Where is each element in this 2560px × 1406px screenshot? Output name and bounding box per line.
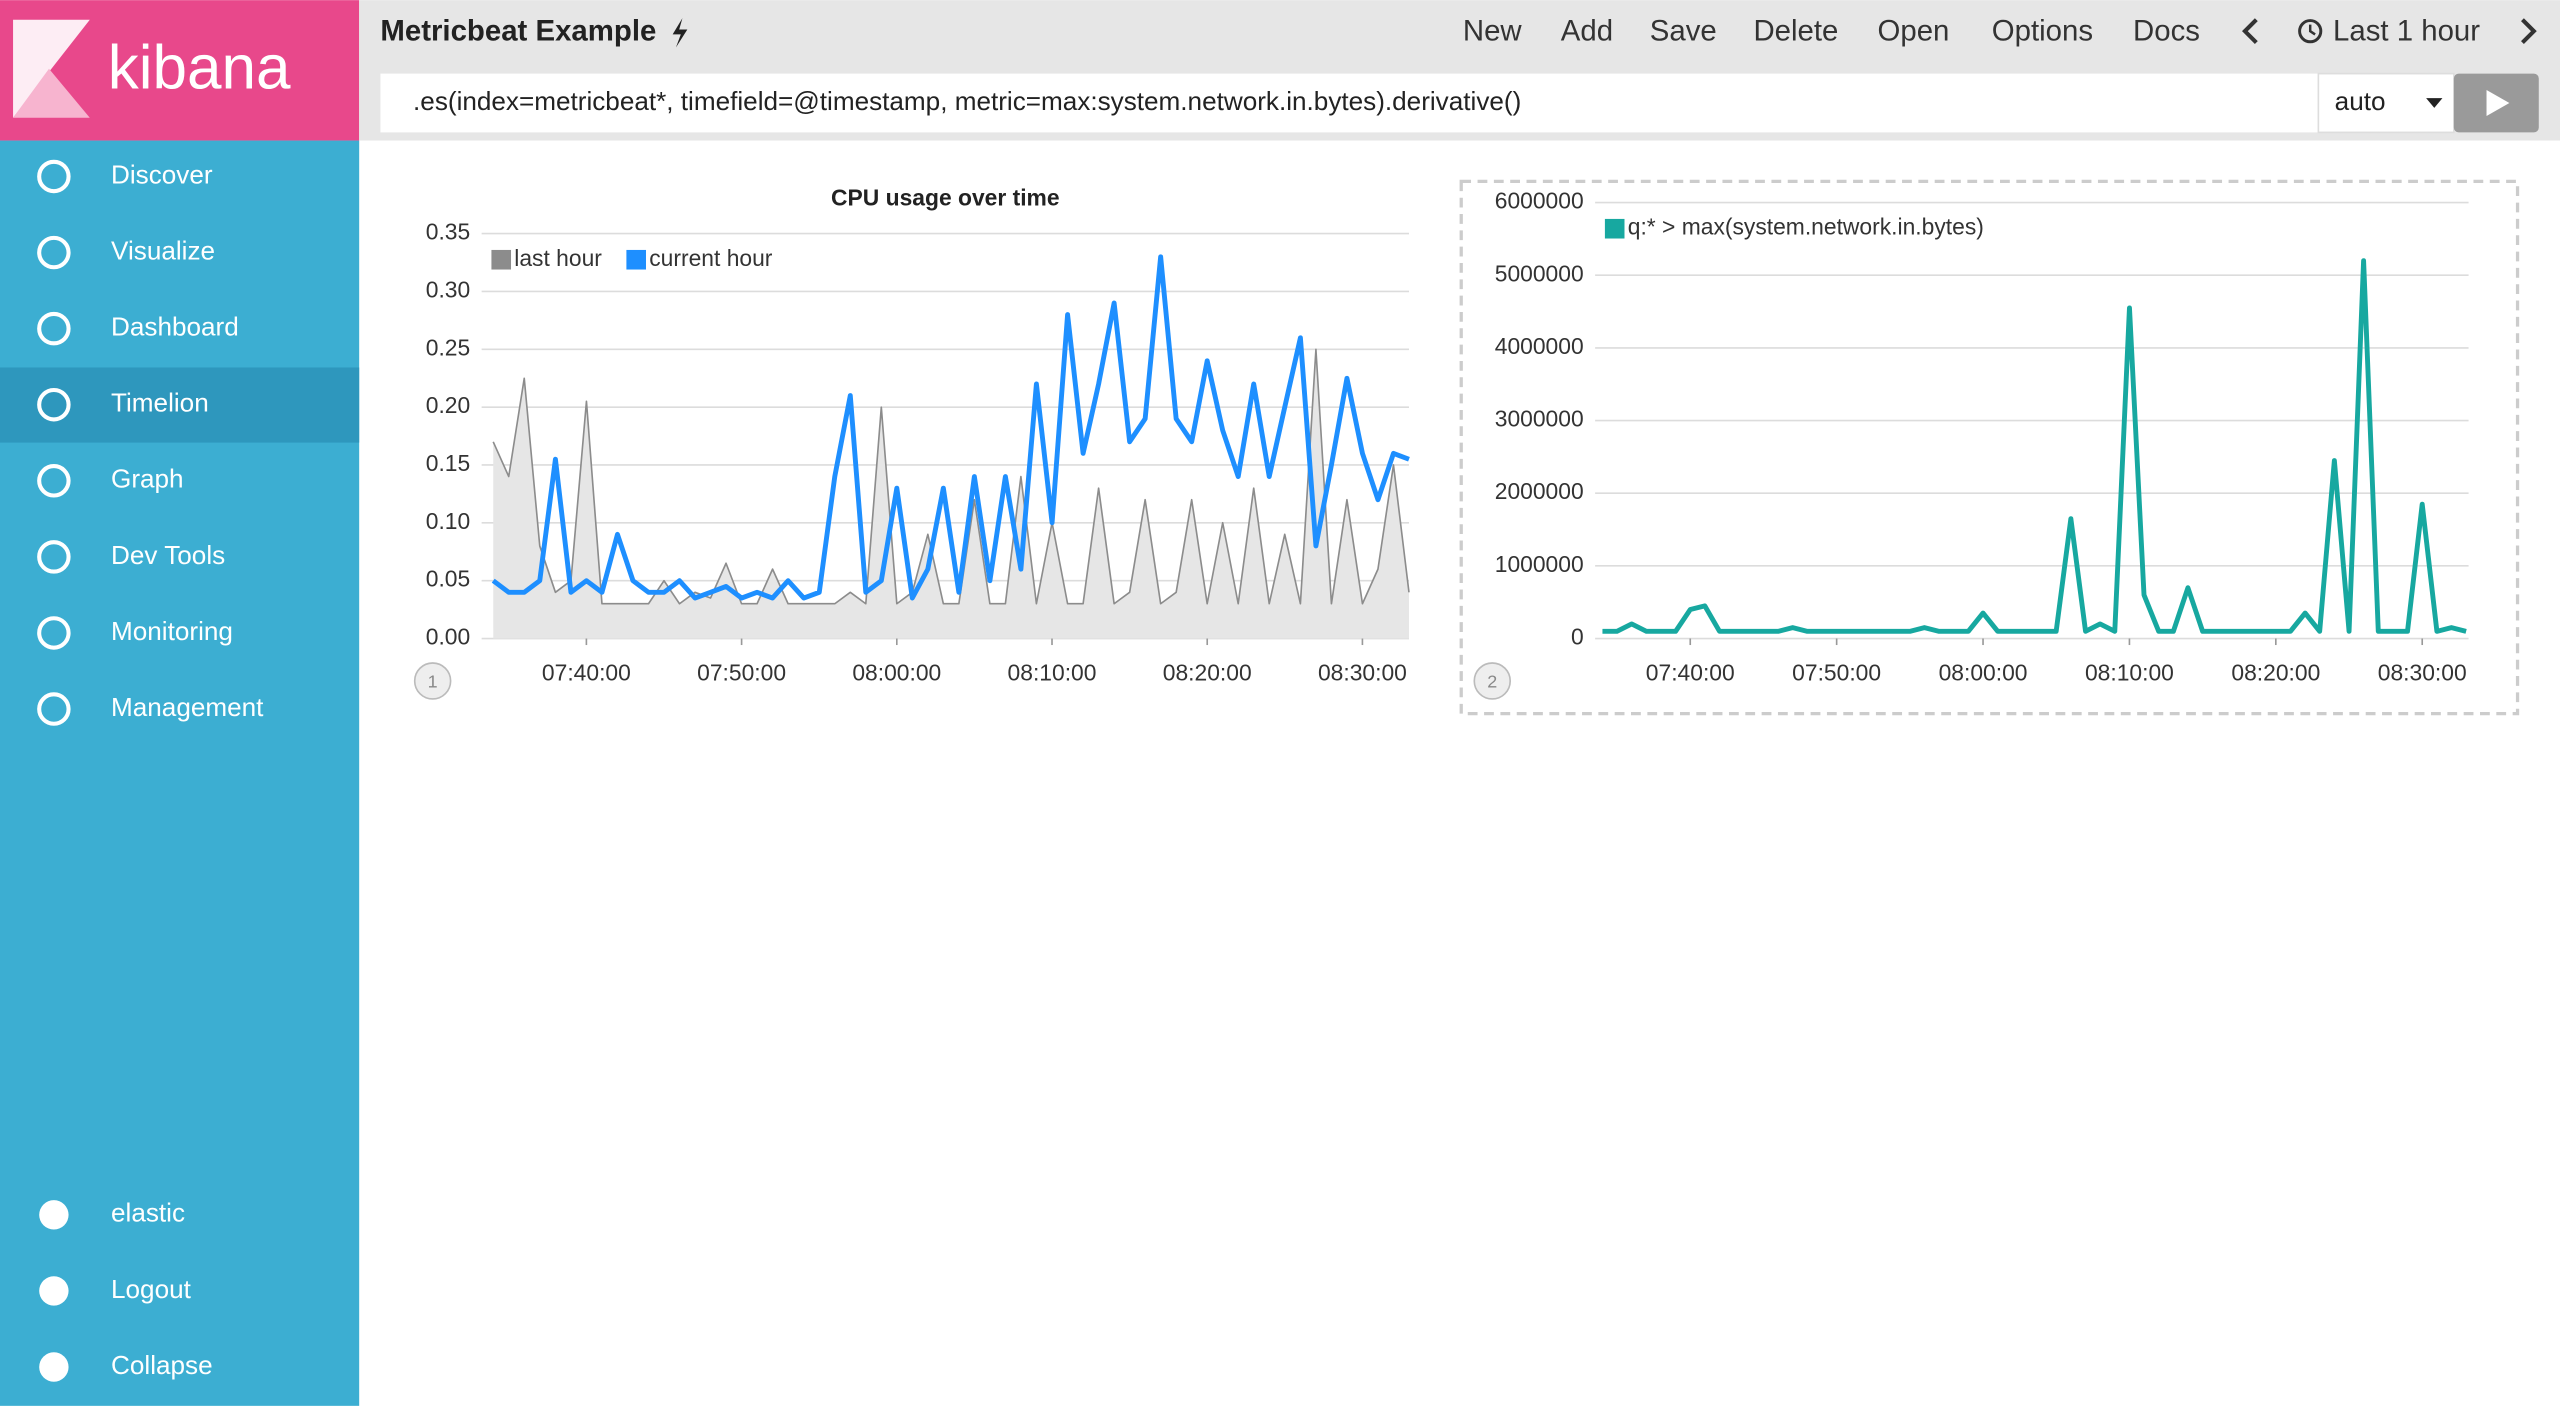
legend-label[interactable]: last hour (514, 245, 602, 271)
nav-item[interactable]: Timelion (111, 388, 209, 418)
panel-number: 1 (428, 671, 438, 691)
caret-icon (2426, 98, 2443, 108)
nav-item[interactable]: Dev Tools (111, 540, 225, 570)
y-tick-label: 0 (1571, 624, 1584, 650)
sidebar (0, 140, 360, 1406)
play-icon (2486, 89, 2510, 117)
y-tick-label: 1000000 (1495, 551, 1584, 577)
y-tick-label: 6000000 (1495, 188, 1584, 214)
nav-icon (37, 692, 71, 726)
y-tick-label: 0.05 (426, 566, 470, 592)
y-tick-label: 2000000 (1495, 478, 1584, 504)
nav-icon (37, 387, 71, 422)
nav-item[interactable]: Monitoring (111, 616, 233, 646)
x-tick-label: 07:50:00 (1792, 659, 1881, 685)
series-line (492, 348, 1410, 605)
x-tick-label: 07:40:00 (1646, 659, 1735, 685)
next-icon[interactable] (2521, 18, 2537, 45)
x-tick-label: 07:40:00 (542, 659, 631, 685)
nav-icon (37, 540, 71, 574)
x-tick-label: 08:00:00 (852, 659, 941, 685)
y-tick-label: 4000000 (1495, 333, 1584, 359)
bolt-icon (672, 18, 688, 48)
clock-icon (2308, 24, 2316, 36)
nav-icon (37, 616, 71, 650)
nav-active (0, 367, 360, 443)
y-tick-label: 3000000 (1495, 406, 1584, 432)
menu-item[interactable]: Save (1650, 15, 1717, 48)
expression-input[interactable] (380, 73, 2319, 133)
menu-item[interactable]: Docs (2133, 15, 2200, 48)
nav-item[interactable]: Management (111, 692, 264, 722)
x-tick-label: 08:00:00 (1939, 659, 2028, 685)
nav-item[interactable]: Dashboard (111, 312, 239, 342)
interval[interactable]: auto (2335, 86, 2386, 116)
sheet-title: Metricbeat Example (380, 15, 656, 48)
x-tick-label: 07:50:00 (697, 659, 786, 685)
nav-item[interactable]: Visualize (111, 235, 215, 265)
legend-label[interactable]: current hour (649, 245, 773, 271)
menu-item[interactable]: Add (1561, 15, 1613, 48)
x-tick-label: 08:20:00 (2231, 659, 2320, 685)
time-picker[interactable]: Last 1 hour (2333, 15, 2480, 48)
menu-item[interactable]: Delete (1753, 15, 1838, 48)
legend-swatch[interactable] (1604, 218, 1625, 239)
x-tick-label: 08:20:00 (1163, 659, 1252, 685)
y-tick-label: 5000000 (1495, 260, 1584, 286)
y-tick-label: 0.00 (426, 624, 470, 650)
y-tick-label: 0.25 (426, 334, 470, 360)
panel-number-badge (413, 662, 452, 700)
nav-item[interactable]: Collapse (111, 1350, 213, 1380)
prev-icon[interactable] (2242, 18, 2258, 45)
legend-swatch[interactable] (491, 249, 512, 270)
menu-item[interactable]: Open (1878, 15, 1950, 48)
chart-title: CPU usage over time (831, 184, 1060, 210)
nav-icon (37, 464, 71, 498)
x-tick-label: 08:10:00 (1008, 659, 1097, 685)
menu-item[interactable]: New (1463, 15, 1523, 48)
nav-icon (39, 1352, 69, 1382)
nav-item[interactable]: elastic (111, 1198, 185, 1228)
nav-icon (39, 1200, 69, 1230)
y-tick-label: 0.30 (426, 276, 470, 302)
y-tick-label: 0.15 (426, 450, 470, 476)
nav-icon (39, 1276, 69, 1306)
clock-icon (2298, 19, 2323, 44)
nav-icon (37, 235, 71, 270)
menu-item[interactable]: Options (1992, 15, 2093, 48)
legend-label[interactable]: q:* > max(system.network.in.bytes) (1628, 214, 1984, 240)
panel-number-badge (1473, 662, 1512, 700)
legend-swatch[interactable] (626, 249, 646, 270)
nav-item[interactable]: Discover (111, 159, 213, 189)
y-tick-label: 0.35 (426, 219, 470, 245)
series-line (1602, 258, 2467, 634)
logo-text: kibana (108, 33, 291, 102)
nav-icon (37, 311, 71, 346)
selected-panel (1459, 179, 2520, 716)
x-tick-label: 08:30:00 (1318, 659, 1407, 685)
x-tick-label: 08:30:00 (2378, 659, 2467, 685)
nav-item[interactable]: Graph (111, 464, 184, 494)
nav-item[interactable]: Logout (111, 1274, 192, 1304)
x-tick-label: 08:10:00 (2085, 659, 2174, 685)
expression[interactable]: .es(index=metricbeat*, timefield=@timest… (413, 86, 1521, 116)
series-line (491, 254, 1410, 601)
panel-number: 2 (1487, 671, 1497, 691)
logo-mark (13, 68, 90, 118)
y-tick-label: 0.20 (426, 392, 470, 418)
y-tick-label: 0.10 (426, 508, 470, 534)
nav-icon (37, 159, 71, 194)
